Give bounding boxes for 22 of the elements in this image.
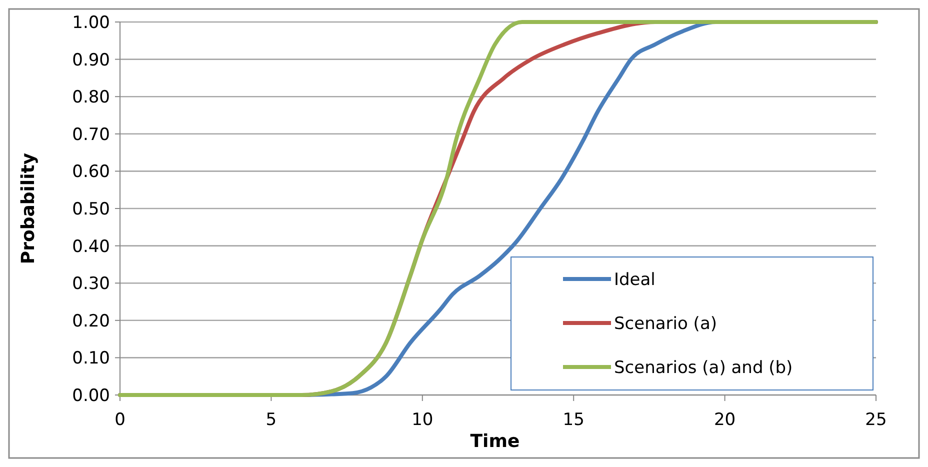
y-tick-label: 0.70 [72,124,110,145]
y-tick-label: 0.20 [72,311,110,332]
x-tick-label: 10 [412,410,434,430]
legend-label: Ideal [614,270,656,290]
y-axis-title: Probability [18,152,39,264]
x-tick-label: 5 [266,410,277,430]
legend-label: Scenario (a) [614,314,717,334]
x-tick-label: 25 [865,410,887,430]
y-tick-label: 0.90 [72,50,110,70]
y-tick-label: 0.40 [72,236,110,257]
y-tick-label: 0.00 [72,386,110,406]
legend-label: Scenarios (a) and (b) [614,358,793,378]
y-tick-label: 1.00 [72,12,110,33]
y-tick-label: 0.80 [72,88,110,108]
x-tick-label: 0 [114,410,126,430]
x-tick-label: 20 [714,410,736,430]
x-tick-label: 15 [562,410,584,430]
y-tick-label: 0.30 [72,274,110,294]
x-axis-title: Time [470,431,520,452]
y-tick-label: 0.60 [72,162,110,182]
y-tick-label: 0.50 [72,199,110,220]
y-tick-label: 0.10 [72,348,110,369]
